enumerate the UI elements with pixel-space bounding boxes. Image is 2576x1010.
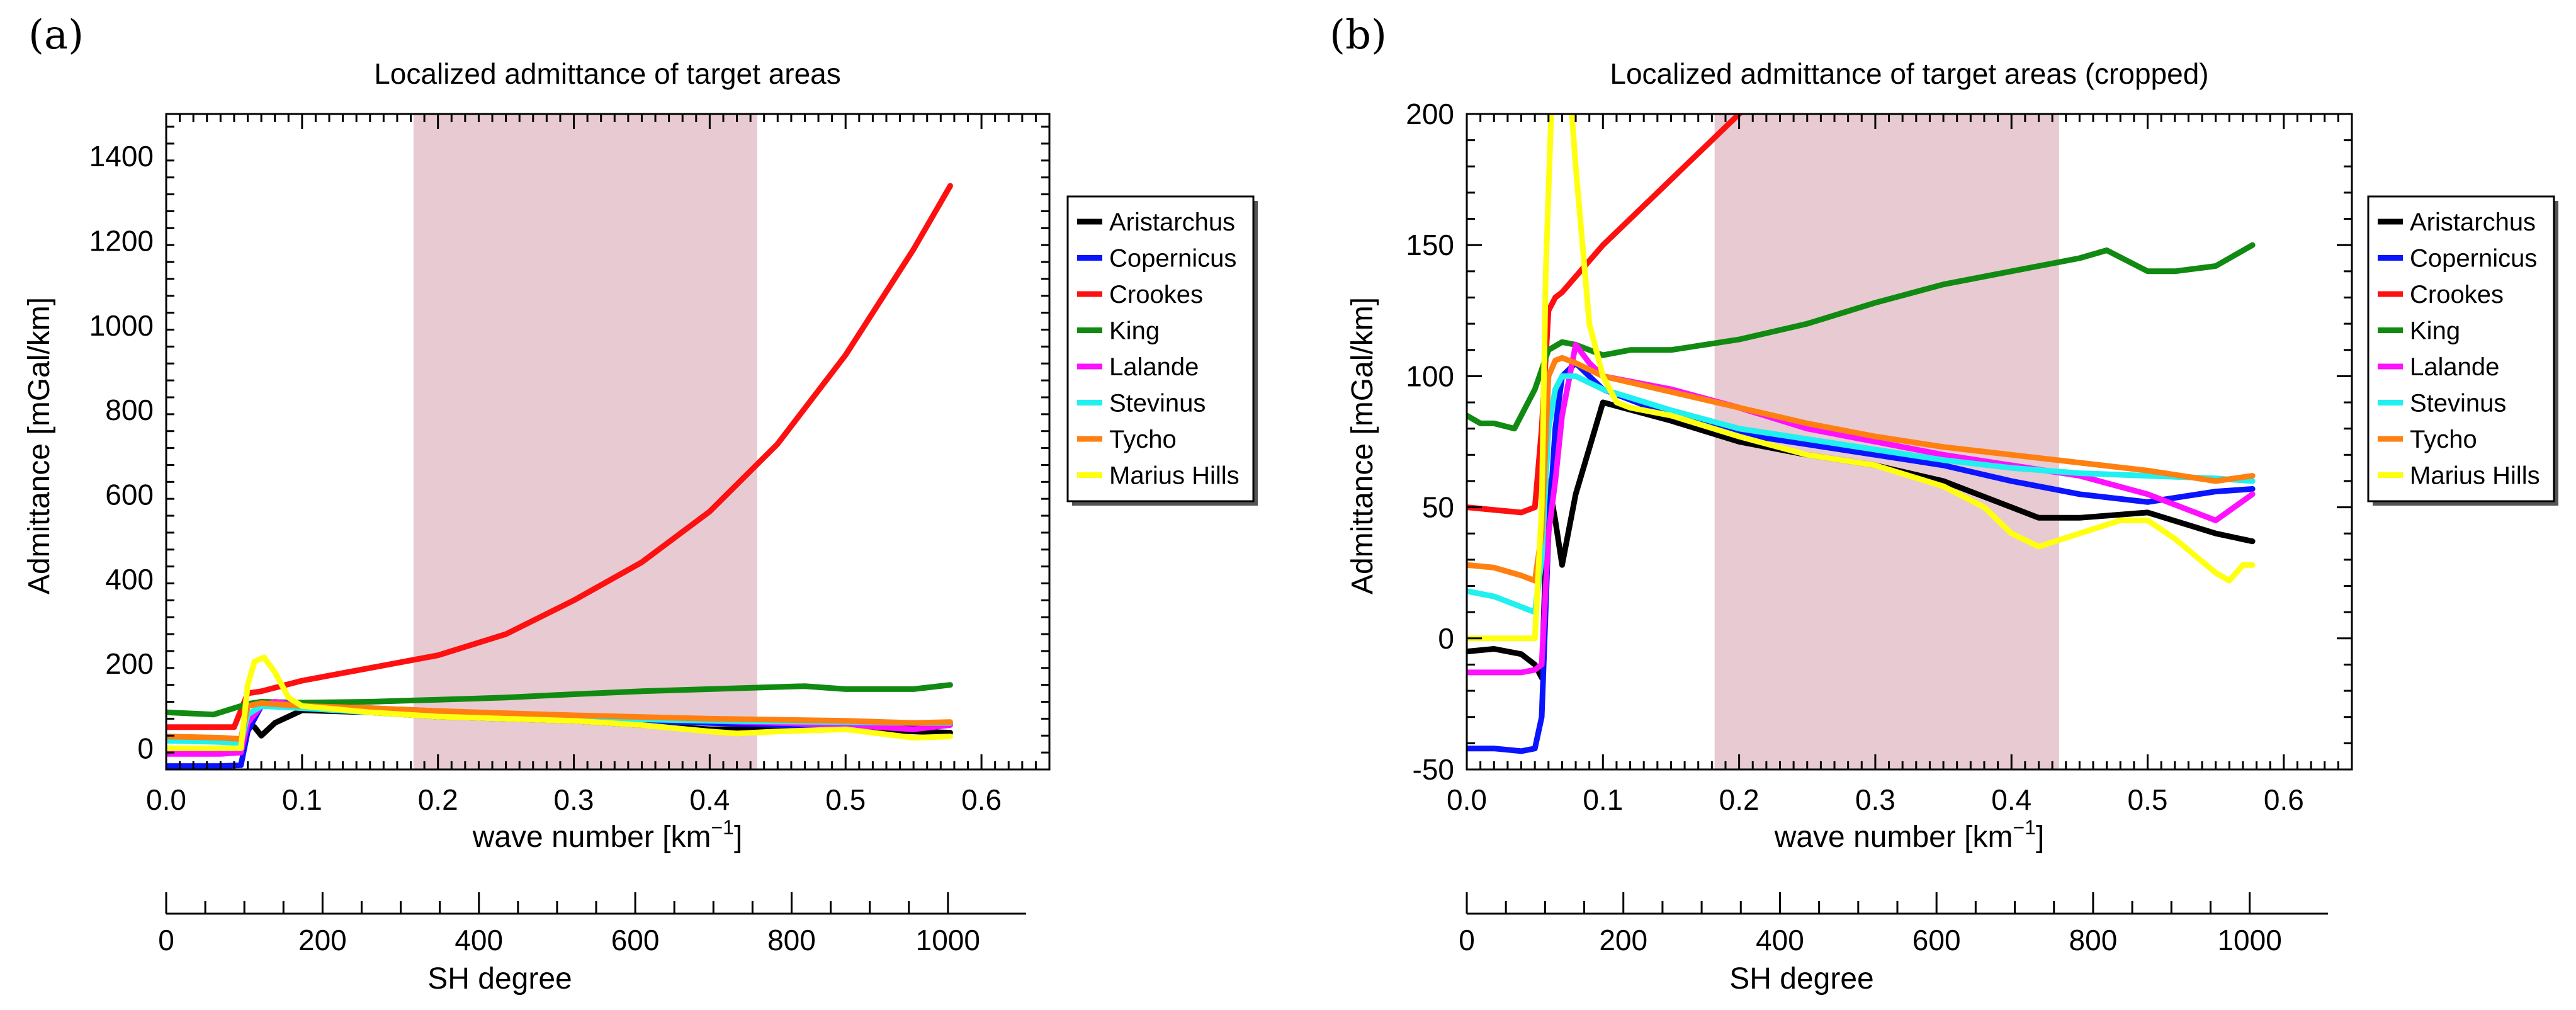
x-axis-label-end-a: ] (734, 820, 742, 854)
x-tick-label-b: 0.5 (2128, 783, 2168, 816)
series-line-crookes-a (166, 183, 953, 730)
series-line-marius-hills-a (166, 654, 953, 751)
x-axis-label-main-b: wave number [km (1774, 820, 2013, 854)
sh-axis-a (165, 892, 1026, 915)
sh-tick-label-b: 0 (1459, 924, 1475, 956)
y-tick-label-a: 1200 (89, 224, 154, 257)
sh-axis-b (1466, 892, 2328, 915)
panel-b: (b) Localized admittance of target areas… (1330, 12, 2558, 996)
x-tick-label-a: 0.5 (825, 783, 866, 816)
legend-label-marius-hills: Marius Hills (2410, 462, 2540, 490)
plot-frame-b (1466, 113, 2353, 771)
y-ticks-b (1467, 113, 2352, 771)
series-line-king-a (166, 682, 953, 718)
y-tick-label-b: -50 (1413, 753, 1454, 786)
series-line-king-b (1467, 242, 2256, 432)
x-tick-label-a: 0.1 (282, 783, 322, 816)
x-axis-label-sup-b: −1 (2013, 816, 2035, 839)
y-tick-label-a: 1400 (89, 140, 154, 173)
panel-label-b: (b) (1330, 12, 1387, 59)
legend-label-tycho: Tycho (1109, 426, 1177, 453)
y-ticks-a (166, 125, 1049, 771)
x-tick-label-b: 0.1 (1583, 783, 1623, 816)
legend-label-marius-hills: Marius Hills (1109, 462, 1240, 490)
x-tick-label-b: 0.0 (1447, 783, 1487, 816)
y-tick-label-a: 0 (137, 732, 154, 764)
series-group-b (1467, 114, 2256, 754)
legend-label-lalande: Lalande (1109, 353, 1199, 381)
y-tick-label-b: 200 (1406, 98, 1454, 130)
x-axis-label-main-a: wave number [km (472, 820, 711, 854)
x-tick-label-a: 0.2 (418, 783, 458, 816)
y-tick-label-a: 400 (105, 563, 154, 596)
series-group-a (166, 183, 953, 769)
x-tick-label-b: 0.4 (1991, 783, 2031, 816)
x-tick-label-a: 0.3 (554, 783, 594, 816)
x-tick-label-a: 0.4 (689, 783, 730, 816)
legend-label-copernicus: Copernicus (2410, 245, 2537, 273)
sh-tick-label-b: 1000 (2217, 924, 2281, 956)
legend-label-stevinus: Stevinus (2410, 390, 2506, 417)
y-tick-label-a: 600 (105, 478, 154, 511)
x-axis-label-a: wave number [km−1] (472, 816, 743, 854)
legend-box-b (2367, 195, 2555, 502)
legend-a: Aristarchus Copernicus Crookes King Lalande S… (1066, 195, 1258, 506)
sh-tick-label-a: 0 (158, 924, 174, 956)
x-ticks-a (165, 114, 1051, 769)
legend-label-aristarchus: Aristarchus (1109, 208, 1235, 236)
plot-b: 0.0 0.1 0.2 0.3 0.4 0.5 0.6 -50 0 50 100 150 200 0 200… (1406, 98, 2558, 956)
legend-b: Aristarchus Copernicus Crookes King Lalande S… (2367, 195, 2558, 506)
x-axis-label-end-b: ] (2036, 820, 2044, 854)
y-tick-label-a: 800 (105, 394, 154, 426)
x-tick-label-b: 0.2 (1719, 783, 1760, 816)
sh-tick-label-b: 200 (1599, 924, 1647, 956)
legend-label-king: King (2410, 317, 2460, 345)
legend-label-tycho: Tycho (2410, 426, 2477, 453)
legend-label-aristarchus: Aristarchus (2410, 208, 2536, 236)
panel-a: (a) Localized admittance of target areas… (23, 12, 1258, 996)
sh-tick-label-b: 800 (2069, 924, 2118, 956)
chart-title-b: Localized admittance of target areas (cr… (1610, 57, 2208, 90)
x-tick-label-b: 0.6 (2264, 783, 2304, 816)
y-tick-label-b: 150 (1406, 229, 1454, 261)
y-axis-label-b: Admittance [mGal/km] (1346, 297, 1379, 594)
legend-label-crookes: Crookes (1109, 281, 1203, 309)
sh-tick-label-a: 400 (455, 924, 503, 956)
plot-frame-a (165, 113, 1051, 771)
x-tick-label-a: 0.0 (146, 783, 186, 816)
sh-tick-label-a: 1000 (916, 924, 980, 956)
y-tick-label-a: 1000 (89, 309, 154, 342)
plot-a: 0.0 0.1 0.2 0.3 0.4 0.5 0.6 0 200 400 600 800 1000 12… (89, 113, 1258, 956)
x-ticks-b (1466, 114, 2353, 769)
legend-label-king: King (1109, 317, 1160, 345)
shaded-band-a (413, 114, 757, 769)
legend-label-crookes: Crookes (2410, 281, 2504, 309)
sh-tick-label-b: 400 (1756, 924, 1804, 956)
y-tick-label-b: 50 (1422, 491, 1454, 524)
y-tick-label-a: 200 (105, 647, 154, 680)
sh-tick-label-a: 800 (767, 924, 816, 956)
legend-box-a (1066, 195, 1255, 502)
panel-label-a: (a) (28, 12, 84, 59)
legend-label-stevinus: Stevinus (1109, 390, 1206, 417)
y-tick-label-b: 100 (1406, 360, 1454, 392)
sh-degree-label-a: SH degree (427, 962, 572, 996)
sh-degree-label-b: SH degree (1729, 962, 1873, 996)
legend-label-lalande: Lalande (2410, 353, 2499, 381)
x-axis-label-sup-a: −1 (711, 816, 733, 839)
legend-label-copernicus: Copernicus (1109, 245, 1236, 273)
x-tick-label-b: 0.3 (1855, 783, 1895, 816)
series-line-marius-hills-b (1467, 114, 2256, 642)
chart-title-a: Localized admittance of target areas (374, 57, 841, 90)
x-axis-label-b: wave number [km−1] (1774, 816, 2045, 854)
sh-tick-label-b: 600 (1912, 924, 1961, 956)
sh-tick-label-a: 600 (611, 924, 660, 956)
y-tick-label-b: 0 (1438, 622, 1454, 655)
series-line-crookes-b (1467, 114, 1744, 516)
y-axis-label-a: Admittance [mGal/km] (23, 297, 56, 594)
x-tick-label-a: 0.6 (961, 783, 1002, 816)
sh-tick-label-a: 200 (298, 924, 347, 956)
